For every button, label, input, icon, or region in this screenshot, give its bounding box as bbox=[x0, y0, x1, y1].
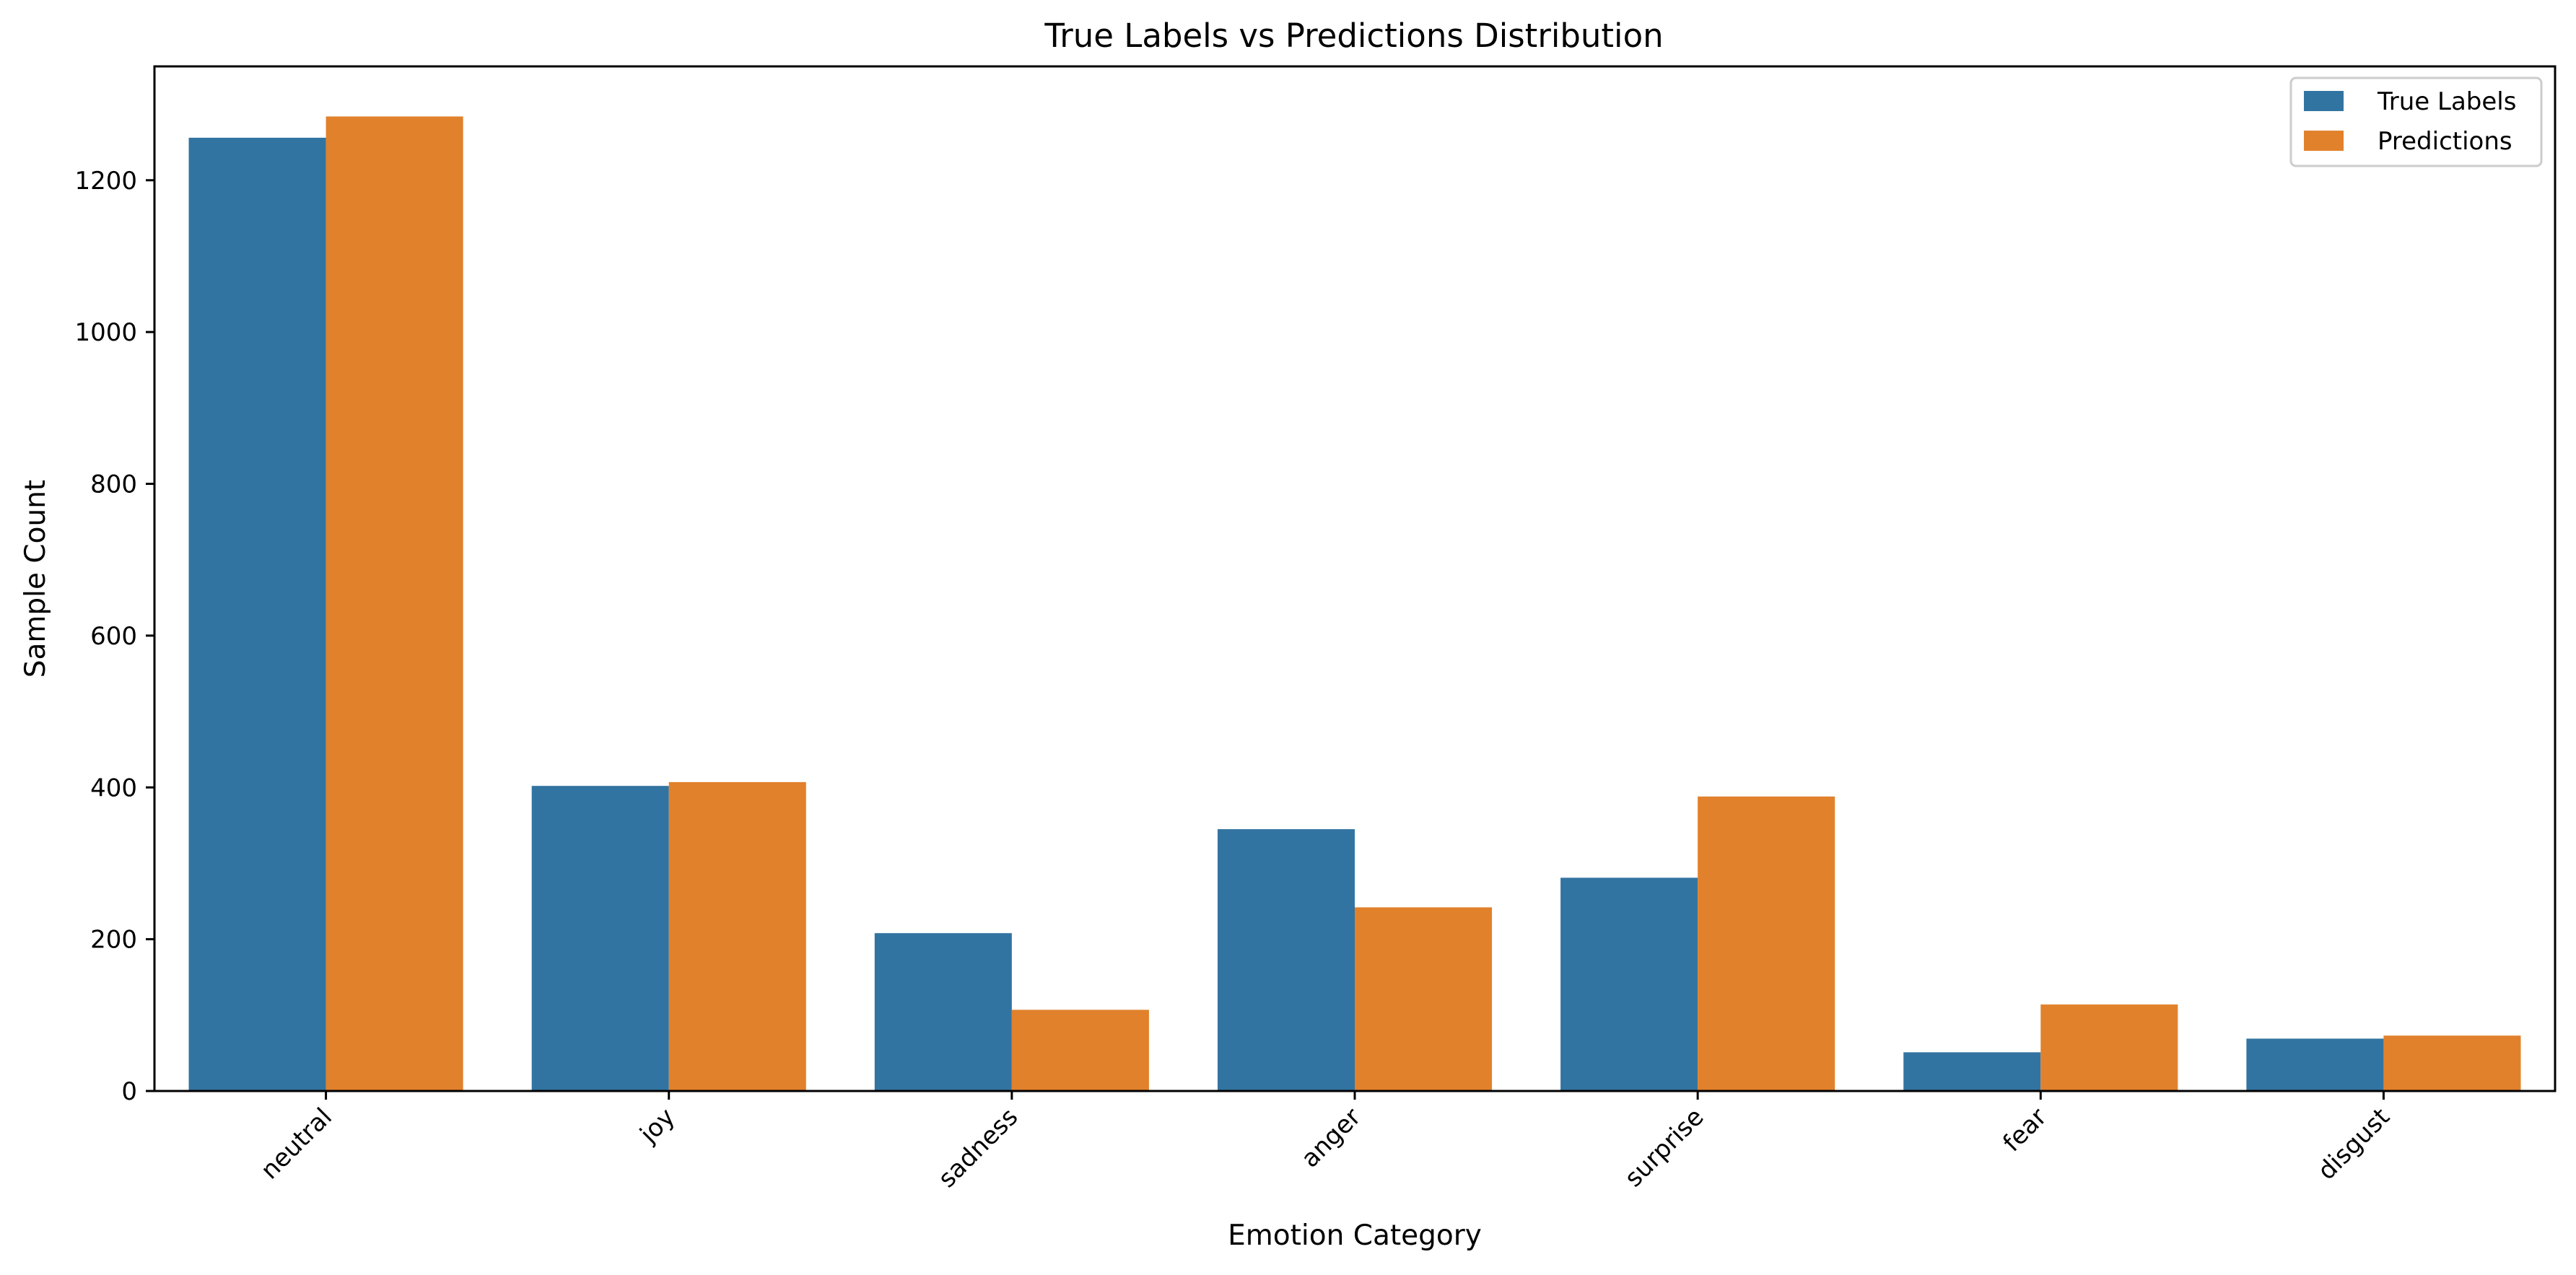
bar-predictions-neutral bbox=[326, 116, 463, 1091]
y-tick-label: 1000 bbox=[74, 318, 137, 347]
bar-predictions-anger bbox=[1355, 907, 1493, 1091]
bar-true-labels-joy bbox=[531, 786, 669, 1091]
y-tick-label: 400 bbox=[90, 774, 137, 802]
bar-predictions-surprise bbox=[1698, 796, 1835, 1091]
legend-swatch-true-labels bbox=[2304, 91, 2344, 111]
bar-predictions-joy bbox=[668, 781, 806, 1091]
y-tick-label: 200 bbox=[90, 926, 137, 955]
y-axis-label: Sample Count bbox=[19, 480, 52, 678]
x-axis-label: Emotion Category bbox=[1228, 1219, 1482, 1252]
bar-true-labels-disgust bbox=[2246, 1038, 2384, 1091]
bar-predictions-disgust bbox=[2383, 1035, 2521, 1091]
bar-true-labels-fear bbox=[1903, 1052, 2041, 1091]
bar-true-labels-anger bbox=[1217, 829, 1355, 1091]
plot-area-frame bbox=[153, 65, 2557, 1092]
bars-layer bbox=[188, 116, 2521, 1092]
bar-predictions-fear bbox=[2040, 1004, 2178, 1091]
bar-true-labels-neutral bbox=[188, 137, 326, 1092]
legend-box bbox=[2289, 76, 2543, 167]
chart-title: True Labels vs Predictions Distribution bbox=[1044, 17, 1663, 55]
legend-label-true-labels: True Labels bbox=[2377, 87, 2516, 116]
legend-swatch-predictions bbox=[2304, 131, 2344, 151]
bar-predictions-sadness bbox=[1011, 1009, 1149, 1091]
legend: True Labels Predictions bbox=[2289, 76, 2543, 167]
y-tick-label: 600 bbox=[90, 622, 137, 651]
y-tick-label: 800 bbox=[90, 470, 137, 499]
legend-label-predictions: Predictions bbox=[2378, 127, 2512, 156]
bar-true-labels-surprise bbox=[1560, 877, 1698, 1091]
y-tick-label: 0 bbox=[121, 1077, 137, 1106]
y-tick-label: 1200 bbox=[74, 167, 137, 196]
y-axis-ticks: 0 200 400 600 800 1000 1200 bbox=[74, 167, 154, 1106]
bar-true-labels-sadness bbox=[874, 933, 1012, 1091]
